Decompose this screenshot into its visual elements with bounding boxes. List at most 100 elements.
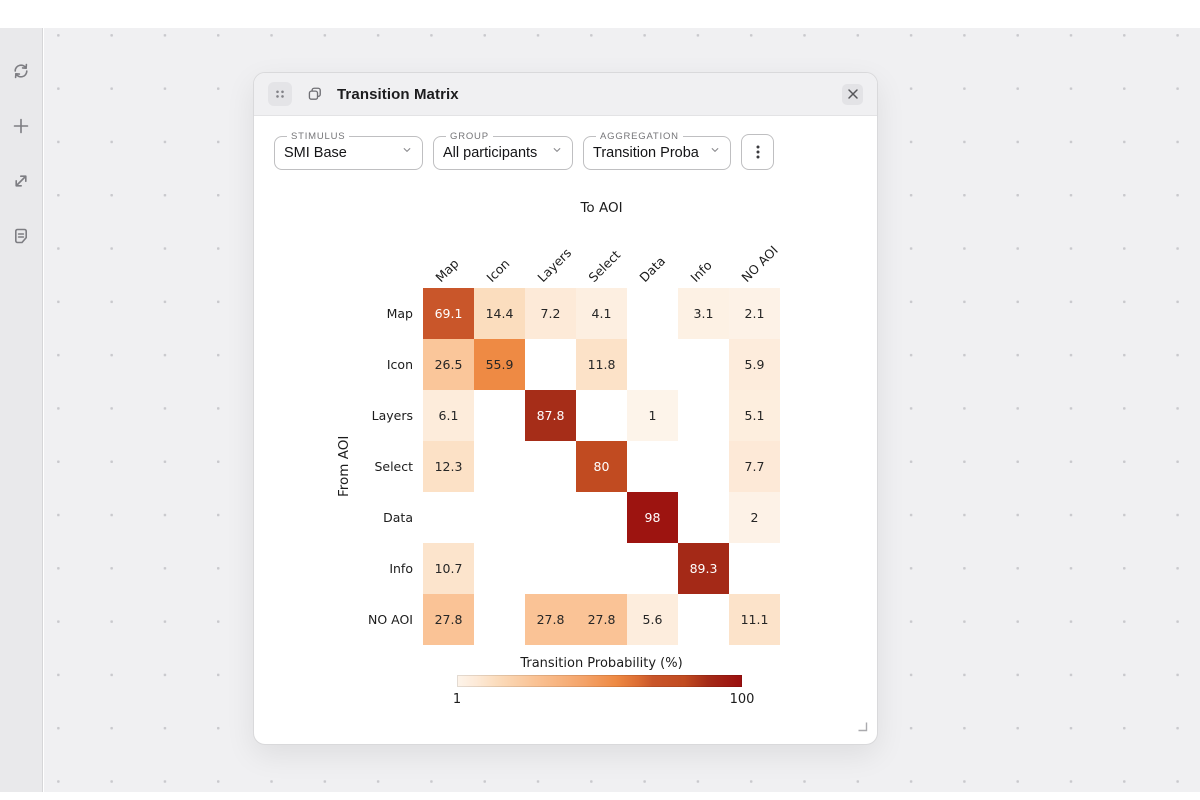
matrix-cell	[678, 441, 729, 492]
row-labels: Map Icon Layers Select Data Info NO AOI	[254, 288, 413, 645]
plus-icon	[13, 118, 29, 134]
top-bar	[0, 0, 1200, 28]
matrix-cell: 14.4	[474, 288, 525, 339]
matrix-cell	[474, 594, 525, 645]
matrix-cell	[525, 543, 576, 594]
matrix-cell	[525, 441, 576, 492]
copy-icon	[308, 87, 321, 100]
col-label: Data	[636, 253, 669, 285]
col-labels: Map Icon Layers Select Data Info NO AOI	[423, 216, 780, 288]
matrix-cell	[576, 390, 627, 441]
matrix-cell: 55.9	[474, 339, 525, 390]
matrix-cell: 10.7	[423, 543, 474, 594]
col-label: Info	[687, 257, 715, 285]
matrix-cell: 80	[576, 441, 627, 492]
document-icon	[15, 228, 27, 244]
matrix-cell: 4.1	[576, 288, 627, 339]
group-value: All participants	[443, 144, 538, 161]
matrix-grid: 69.1 14.4 7.2 4.1 3.1 2.1 26.5 55.9 11.8 5.9 6.1 87…	[423, 288, 780, 645]
matrix-cell	[423, 492, 474, 543]
row-label: Layers	[371, 408, 413, 423]
col-label: NO AOI	[738, 242, 781, 285]
drag-dots-icon	[276, 90, 284, 98]
col-label: Map	[432, 255, 462, 285]
col-label: Select	[585, 247, 624, 285]
kebab-menu-icon	[756, 145, 759, 159]
more-options-button[interactable]	[741, 134, 774, 170]
matrix-cell: 27.8	[525, 594, 576, 645]
close-button[interactable]	[842, 83, 863, 105]
matrix-cell: 5.6	[627, 594, 678, 645]
tool-sidebar	[0, 28, 43, 792]
duplicate-button[interactable]	[304, 83, 326, 105]
matrix-cell: 6.1	[423, 390, 474, 441]
matrix-cell: 7.7	[729, 441, 780, 492]
matrix-cell: 3.1	[678, 288, 729, 339]
stimulus-value: SMI Base	[284, 144, 347, 161]
refresh-icon	[14, 63, 28, 79]
matrix-cell: 5.1	[729, 390, 780, 441]
group-label: GROUP	[450, 131, 489, 142]
matrix-cell	[729, 543, 780, 594]
transition-matrix-panel: Transition Matrix STIMULUS SMI Base GROU…	[253, 72, 878, 745]
matrix-cell	[678, 594, 729, 645]
legend-max-label: 100	[729, 692, 755, 707]
chevron-down-icon	[400, 143, 414, 162]
refresh-button[interactable]	[6, 56, 36, 86]
matrix-cell	[678, 390, 729, 441]
matrix-cell: 11.8	[576, 339, 627, 390]
aggregation-select[interactable]: AGGREGATION Transition Proba	[583, 131, 731, 170]
row-label: NO AOI	[367, 612, 413, 627]
row-label: Info	[389, 561, 413, 576]
matrix-cell: 1	[627, 390, 678, 441]
matrix-cell: 11.1	[729, 594, 780, 645]
matrix-cell	[525, 492, 576, 543]
add-button[interactable]	[6, 111, 36, 141]
matrix-cell	[474, 441, 525, 492]
matrix-cell: 98	[627, 492, 678, 543]
bottom-bar	[0, 792, 1200, 800]
matrix-cell: 27.8	[423, 594, 474, 645]
matrix-cell: 2.1	[729, 288, 780, 339]
matrix-cell: 87.8	[525, 390, 576, 441]
drag-handle[interactable]	[268, 82, 292, 106]
stimulus-select[interactable]: STIMULUS SMI Base	[274, 131, 423, 170]
matrix-cell	[627, 543, 678, 594]
x-axis-title: To AOI	[580, 200, 623, 216]
chevron-down-icon	[550, 143, 564, 162]
group-select[interactable]: GROUP All participants	[433, 131, 573, 170]
col-label: Layers	[534, 245, 575, 285]
matrix-cell	[474, 492, 525, 543]
matrix-cell: 2	[729, 492, 780, 543]
expand-button[interactable]	[6, 166, 36, 196]
matrix-cell: 69.1	[423, 288, 474, 339]
panel-title: Transition Matrix	[337, 85, 459, 103]
row-label: Select	[374, 459, 413, 474]
report-button[interactable]	[6, 221, 36, 251]
matrix-cell	[474, 390, 525, 441]
panel-header[interactable]: Transition Matrix	[254, 73, 877, 116]
legend-title: Transition Probability (%)	[520, 656, 683, 671]
resize-handle[interactable]	[854, 718, 870, 739]
matrix-cell: 7.2	[525, 288, 576, 339]
matrix-cell: 5.9	[729, 339, 780, 390]
matrix-cell	[678, 339, 729, 390]
matrix-cell: 12.3	[423, 441, 474, 492]
legend-gradient-bar	[457, 675, 742, 687]
matrix-cell	[627, 288, 678, 339]
workspace-canvas[interactable]: Transition Matrix STIMULUS SMI Base GROU…	[44, 28, 1200, 792]
col-label: Icon	[483, 255, 513, 285]
resize-corner-icon	[858, 722, 868, 732]
matrix-cell	[576, 543, 627, 594]
matrix-cell	[678, 492, 729, 543]
close-icon	[847, 89, 858, 99]
aggregation-label: AGGREGATION	[600, 131, 679, 142]
matrix-cell	[576, 492, 627, 543]
stimulus-label: STIMULUS	[291, 131, 346, 142]
chevron-down-icon	[708, 143, 722, 162]
matrix-cell: 89.3	[678, 543, 729, 594]
matrix-cell: 27.8	[576, 594, 627, 645]
matrix-cell	[627, 441, 678, 492]
matrix-cell: 26.5	[423, 339, 474, 390]
matrix-cell	[627, 339, 678, 390]
